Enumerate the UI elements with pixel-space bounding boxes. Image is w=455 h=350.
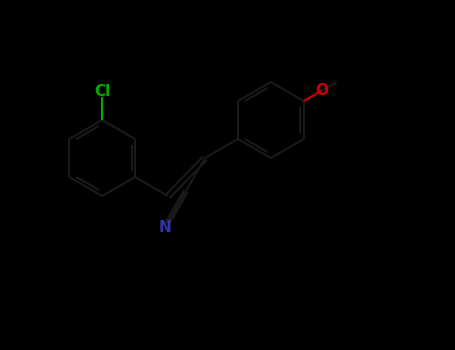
- Text: O: O: [315, 83, 329, 98]
- Text: N: N: [159, 220, 172, 235]
- Text: Cl: Cl: [94, 84, 110, 99]
